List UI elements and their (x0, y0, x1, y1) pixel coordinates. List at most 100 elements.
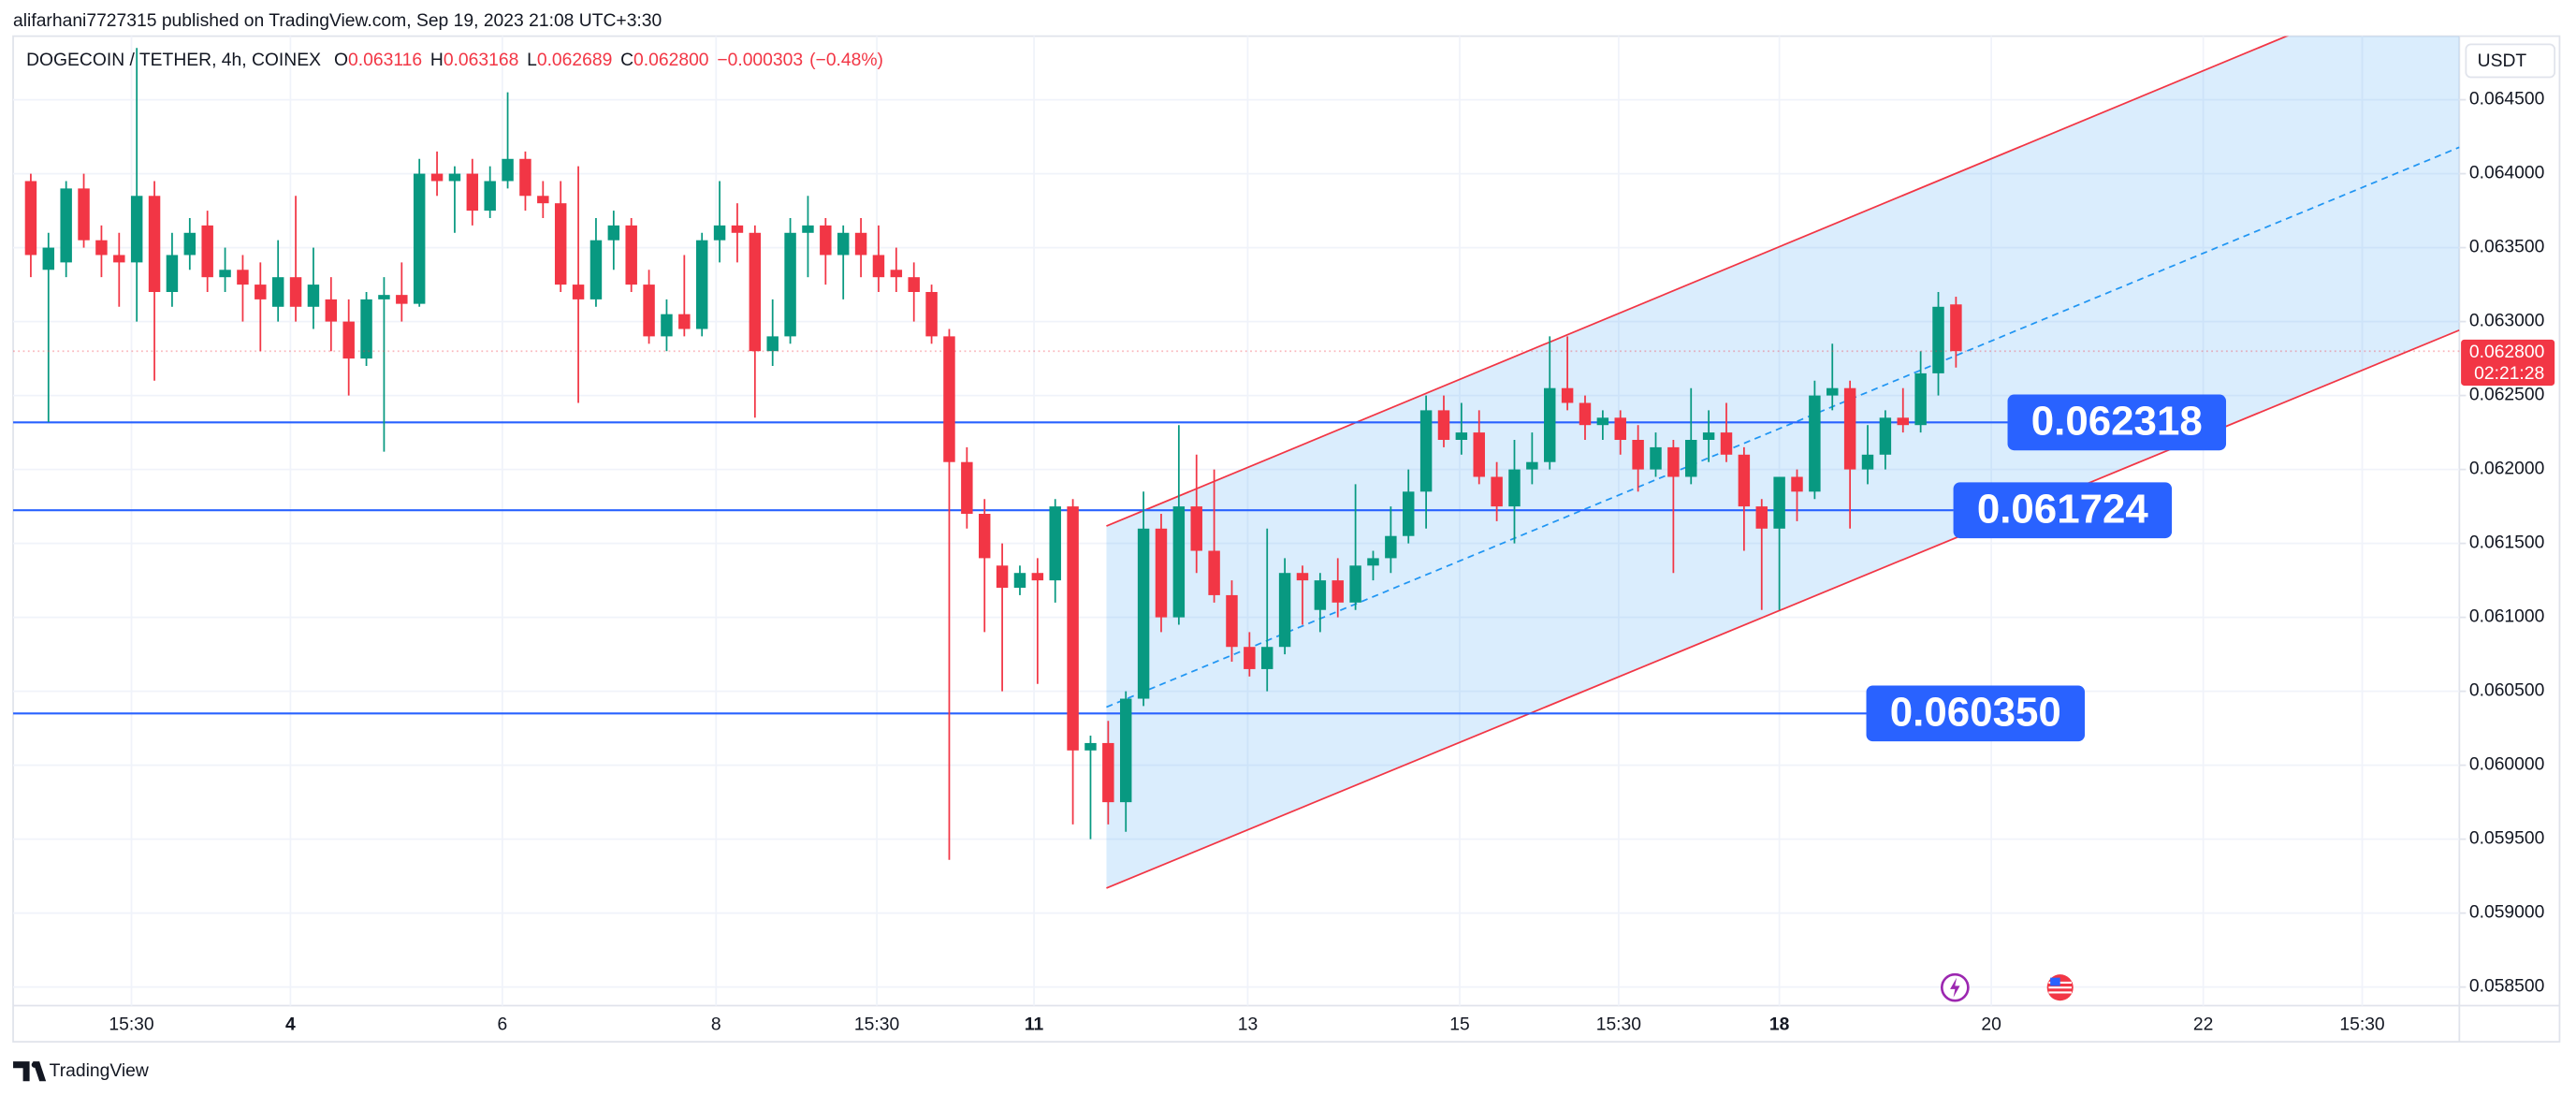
x-tick-label: 22 (2193, 1015, 2213, 1035)
price-tag-box (2461, 339, 2555, 387)
candle-body (1614, 417, 1626, 441)
candle-body (1755, 506, 1768, 529)
candle-body (1826, 387, 1839, 396)
candle-body (1419, 410, 1433, 492)
candle-body (961, 461, 973, 515)
candle-body (42, 247, 55, 270)
currency[interactable]: USDT (2478, 51, 2527, 71)
candle-body (713, 225, 726, 241)
candle-body (1773, 476, 1785, 529)
candle-body (1791, 476, 1803, 492)
candle-body (1897, 417, 1909, 426)
candle-body (130, 196, 143, 263)
candles (24, 48, 1962, 860)
symbol-legend: DOGECOIN / TETHER, 4h, COINEX O0.063116 H0… (26, 51, 883, 70)
candle-body (978, 514, 991, 559)
candle-body (1190, 506, 1202, 551)
candle-body (237, 270, 249, 285)
x-tick-label: 20 (1981, 1015, 2001, 1035)
change-pct: (−0.48%) (809, 51, 883, 70)
candle-body (572, 285, 585, 299)
candle-body (95, 240, 108, 256)
candle-body (1049, 506, 1061, 581)
legend-key: C (620, 51, 633, 70)
candle-body (925, 291, 938, 337)
legend-value: 0.062800 (633, 51, 709, 70)
level-label: 0.062318 (2031, 399, 2203, 445)
candle-body (537, 196, 549, 204)
legend-value: 0.063116 (348, 51, 422, 70)
candle-body (908, 277, 920, 292)
candle-body (1226, 594, 1238, 648)
channel-fill (1106, 36, 2460, 888)
candle-body (325, 299, 338, 322)
candle-body (360, 299, 372, 359)
candle-body (1932, 306, 1944, 373)
candle-body (60, 188, 72, 263)
candle-body (1332, 580, 1344, 603)
legend-key: H (430, 51, 444, 70)
candle-body (854, 232, 867, 256)
axes: 0.058500 0.059000 0.059500 0.060000 0.060500… (13, 90, 2555, 1035)
y-tick-label: 0.063000 (2469, 312, 2545, 331)
candle-body (1861, 454, 1874, 470)
candle-body (1385, 535, 1397, 559)
brand-name[interactable]: TradingView (50, 1061, 149, 1081)
event-icons (1940, 972, 2074, 1002)
candle-body (271, 277, 284, 307)
flag-canton (2050, 977, 2060, 986)
candle-body (201, 225, 213, 278)
brand-logo (13, 1061, 47, 1082)
channel-upper (1106, 36, 2289, 527)
candle-body (1720, 432, 1733, 455)
candle-body (837, 232, 850, 256)
footer: TradingView (13, 1061, 149, 1082)
candle-body (1244, 647, 1256, 669)
candle-body (307, 285, 320, 307)
candle-body (678, 314, 691, 329)
publish-header: alifarhani7727315 published on TradingVi… (13, 11, 662, 31)
candle-body (1879, 417, 1892, 455)
candle-body (519, 158, 531, 197)
chart-frame (12, 35, 2561, 1043)
candle-body (1914, 372, 1927, 426)
lightning-icon (1950, 977, 1960, 998)
regression-channel (1106, 36, 2460, 889)
candle-body (820, 225, 832, 256)
candle-body (342, 321, 355, 359)
candle-body (484, 181, 496, 212)
levels: 0.062318 0.061724 0.060350 (13, 394, 2227, 742)
candle-body (1278, 573, 1291, 648)
candle-body (1260, 647, 1273, 669)
candle-body (607, 225, 620, 241)
candle-body (1296, 573, 1309, 581)
candle-body (1455, 432, 1468, 441)
candle-body (1473, 432, 1485, 477)
level-label-box (2007, 394, 2227, 451)
y-tick-label: 0.059000 (2469, 903, 2545, 923)
candle-body (1119, 698, 1132, 803)
candle-body (695, 240, 708, 329)
candle-body (413, 173, 426, 304)
candle-body (1685, 440, 1697, 477)
candle-body (643, 285, 655, 337)
currency-box[interactable] (2465, 43, 2556, 79)
candle-body (661, 314, 673, 337)
y-tick-label: 0.060500 (2469, 681, 2545, 701)
candle-body (1491, 476, 1503, 507)
candle-body (1667, 446, 1680, 477)
candle-body (731, 225, 744, 233)
candle-body (802, 225, 814, 233)
x-tick-label: 13 (1238, 1015, 1258, 1035)
candle-body (1738, 454, 1751, 507)
candle-body (784, 232, 796, 337)
candle-body (289, 277, 302, 307)
candle-body (1632, 440, 1644, 470)
candle-body (148, 196, 161, 292)
candle-body (1403, 491, 1415, 536)
candle-body (1526, 461, 1538, 470)
y-tick-label: 0.062000 (2469, 460, 2545, 479)
candle-body (1084, 742, 1097, 751)
